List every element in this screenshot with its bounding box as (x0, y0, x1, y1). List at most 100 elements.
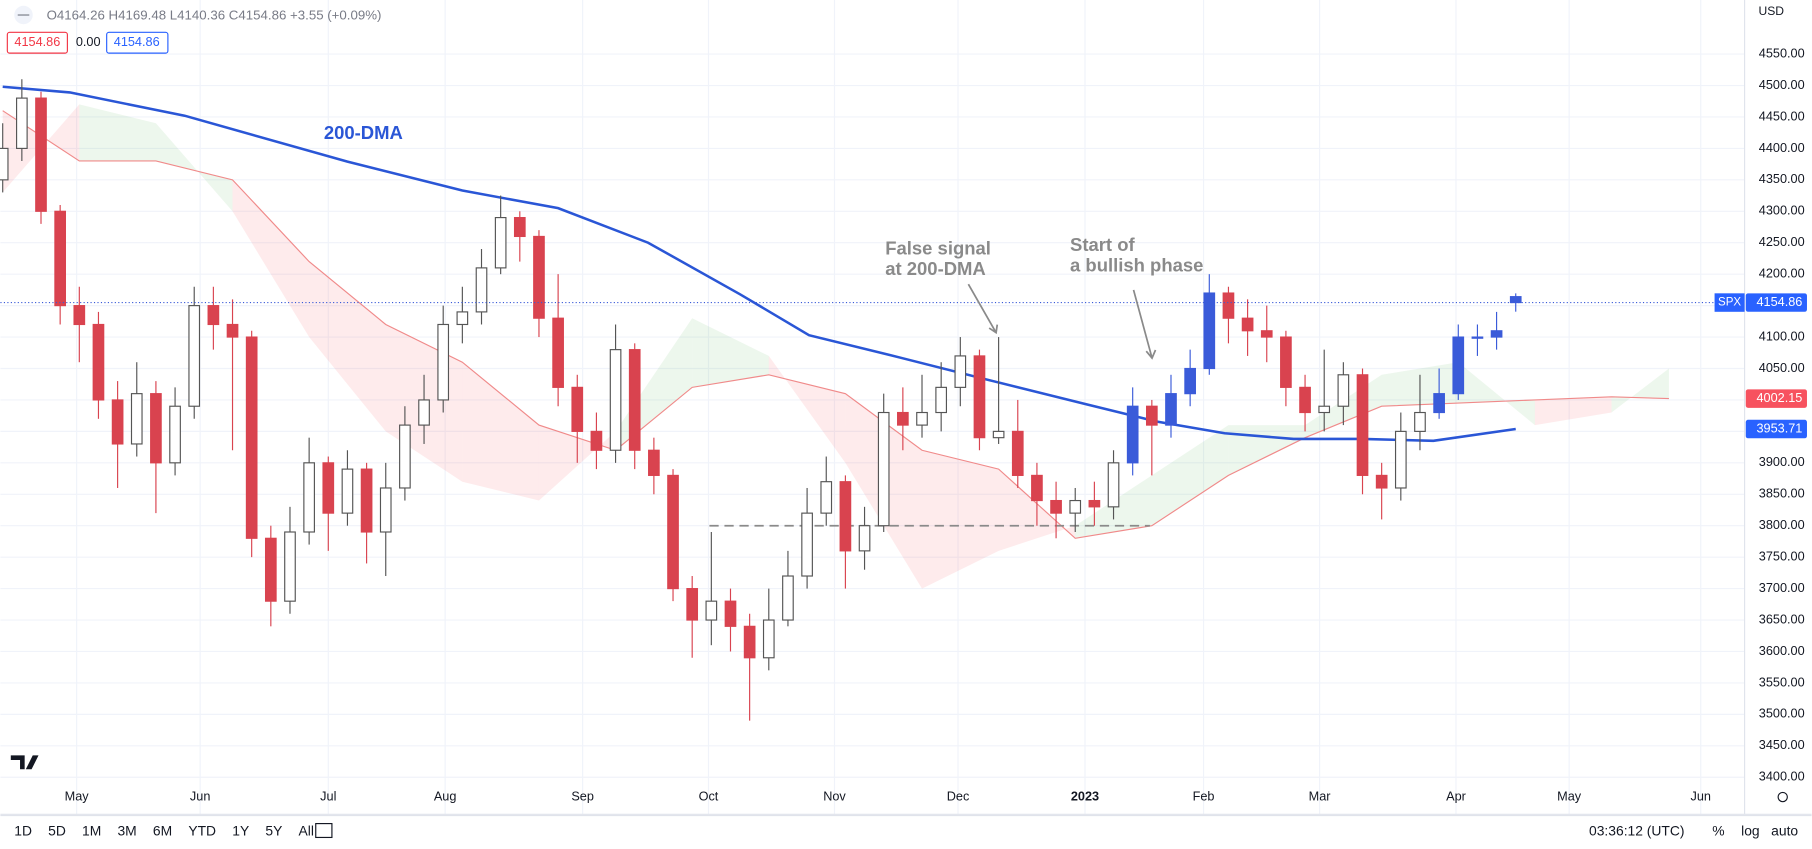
candle-body (1145, 405, 1158, 426)
candle-body (1241, 317, 1254, 332)
candle-body (1184, 367, 1196, 395)
currency[interactable]: USD (1758, 4, 1784, 18)
cloud-segment (232, 179, 310, 338)
y-tick-label: 3900.00 (1759, 455, 1805, 469)
y-tick-label: 3500.00 (1759, 707, 1805, 721)
cloud-segment (922, 450, 999, 589)
candle-body (73, 305, 86, 326)
candle-body (16, 97, 28, 149)
range-button[interactable]: 5Y (265, 822, 282, 838)
candle-body (1394, 430, 1407, 489)
candle-body (762, 619, 775, 659)
candle-body (169, 405, 181, 464)
x-tick-label: Mar (1309, 789, 1332, 803)
x-tick-label: Sep (571, 789, 594, 803)
auto-button[interactable]: auto (1771, 822, 1798, 838)
box (6, 31, 68, 54)
candle-body (877, 411, 890, 527)
candle-body (954, 355, 967, 388)
candle-body (150, 393, 162, 464)
candle-body (399, 424, 411, 489)
candle-body (1260, 330, 1273, 338)
candle-body (1165, 393, 1177, 426)
candle-body (820, 481, 833, 514)
plot (0, 79, 1745, 721)
range-button[interactable]: 1D (14, 822, 32, 838)
price-tag-label: 4002.15 (1756, 391, 1802, 405)
candle-body (1011, 430, 1024, 476)
date-range-icon[interactable] (315, 823, 333, 839)
y-tick-label: 3650.00 (1759, 612, 1805, 626)
candle-body (916, 411, 928, 426)
candle-body (667, 474, 679, 590)
cloud-segment (768, 355, 846, 463)
candle-body (1452, 336, 1465, 395)
candle-body (1414, 411, 1426, 432)
y-tick-label: 3450.00 (1759, 738, 1805, 752)
range-button[interactable]: 1M (82, 822, 101, 838)
range-button[interactable]: 5D (48, 822, 66, 838)
annotation-line: False signal (885, 237, 991, 258)
cloud-segment (1611, 368, 1669, 413)
log-button[interactable]: log (1741, 822, 1760, 838)
range-button[interactable]: YTD (188, 822, 216, 838)
range-button[interactable]: 1Y (232, 822, 249, 838)
percent-button[interactable]: % (1712, 822, 1724, 838)
candle-body (1471, 336, 1484, 339)
candle-body (782, 575, 794, 621)
y-tick-label: 3750.00 (1759, 550, 1805, 564)
price-tag (1745, 293, 1807, 312)
candle-body (590, 430, 603, 451)
candle-body (724, 600, 737, 627)
y-tick-label: 4350.00 (1759, 172, 1805, 186)
dma-line (2, 85, 1516, 443)
candle-body (1337, 374, 1350, 407)
candle-body (839, 481, 852, 552)
candle-body (533, 235, 545, 319)
y-tick-label: 4250.00 (1759, 235, 1805, 249)
candle-body (935, 386, 948, 414)
range-button[interactable]: 3M (117, 822, 136, 838)
candle-body (456, 311, 469, 326)
range-button[interactable]: 6M (153, 822, 172, 838)
candle-body (609, 349, 622, 451)
price-tag (1745, 419, 1807, 439)
candle-body (1375, 474, 1388, 489)
cloud-span-b (2, 110, 1669, 539)
cloud-segment (1534, 396, 1612, 426)
symbol-tag (1714, 293, 1745, 312)
x-tick-label: May (1557, 789, 1582, 803)
candle-body (437, 323, 450, 401)
annotation-line: a bullish phase (1070, 255, 1203, 276)
candle-body (973, 355, 986, 439)
annotation-line: Start of (1070, 234, 1135, 255)
x-tick-label: Nov (823, 789, 846, 803)
dma-annotation: 200-DMA (324, 122, 403, 143)
x-tick-label: Jun (1691, 789, 1711, 803)
x-tick-label: Aug (434, 789, 457, 803)
candle-body (264, 537, 277, 602)
range-button[interactable]: All (299, 822, 314, 838)
candle-body (341, 468, 354, 514)
y-tick-label: 4400.00 (1759, 141, 1805, 155)
box (106, 31, 169, 54)
x-tick-label: Apr (1446, 789, 1467, 803)
candle-body (130, 393, 143, 445)
candle-body (1107, 462, 1120, 508)
box-text: 0.00 (76, 35, 101, 49)
annotation-line: at 200-DMA (885, 258, 986, 279)
toolbar: 1D 5D 1M 3M 6M YTD 1Y 5Y All (14, 822, 314, 838)
candle-body (1031, 474, 1043, 502)
settings-icon[interactable] (1777, 791, 1788, 803)
candle-body (686, 588, 699, 621)
arrow (1132, 289, 1157, 360)
candle-body (379, 487, 392, 533)
candle-body (226, 323, 239, 338)
x-tick-label: Oct (699, 789, 719, 803)
candle-body (705, 600, 718, 621)
candle-body (188, 305, 201, 407)
candle-body (628, 349, 641, 451)
cloud-segment (462, 362, 539, 501)
y-tick-label: 4550.00 (1759, 46, 1805, 60)
candle-body (1088, 499, 1101, 508)
